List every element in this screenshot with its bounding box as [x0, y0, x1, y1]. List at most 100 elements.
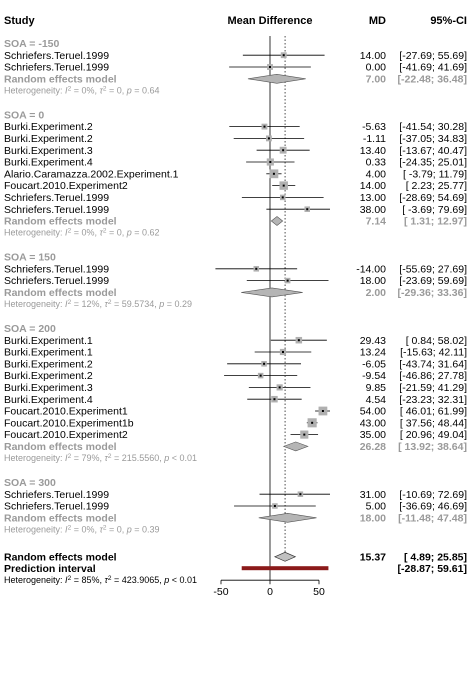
heterogeneity-p: p [126, 524, 132, 534]
study-name: Schriefers.Teruel.1999 [4, 204, 109, 216]
subgroup-random-effects-row: Random effects model 26.28 [ 13.92; 38.64] [4, 441, 467, 453]
study-md-value: -9.54 [362, 370, 386, 382]
study-name: Burki.Experiment.1 [4, 347, 93, 359]
heterogeneity-p: p [126, 85, 132, 95]
study-ci-value: [-24.35; 25.01] [399, 157, 467, 169]
heterogeneity-tau: τ [104, 575, 108, 585]
study-row: Burki.Experiment.2 -1.11 [-37.05; 34.83] [4, 133, 467, 145]
study-row: Schriefers.Teruel.1999 38.00 [ -3.69; 79.6… [4, 204, 467, 216]
study-ci-value: [-46.86; 27.78] [399, 370, 467, 382]
study-ci-value: [ 0.84; 58.02] [406, 335, 467, 347]
heterogeneity-rest3: < 0.01 [169, 575, 197, 585]
study-md-value: -1.11 [363, 133, 386, 145]
heterogeneity-i2: I [65, 524, 68, 534]
prediction-interval-row: Prediction interval [-28.87; 59.61] [4, 563, 467, 575]
heterogeneity-tau-sq: 2 [108, 575, 112, 582]
random-effects-label: Random effects model [4, 512, 117, 524]
study-point [278, 386, 281, 389]
x-axis-tick-label: 50 [313, 586, 325, 598]
study-ci-value: [-28.69; 54.69] [399, 192, 467, 204]
study-md-value: 54.00 [360, 406, 386, 418]
heterogeneity-rest2: = 0, [106, 524, 126, 534]
study-md-value: 29.43 [360, 335, 386, 347]
overall-random-effects-row: Random effects model 15.37 [ 4.89; 25.85] [4, 551, 467, 563]
study-point [282, 184, 285, 187]
study-ci-value: [ 37.56; 48.44] [400, 417, 467, 429]
study-md-value: -14.00 [356, 263, 386, 275]
heterogeneity-rest: = 0%, [71, 85, 99, 95]
prediction-interval-ci-value: [-28.87; 59.61] [398, 563, 467, 575]
study-point [297, 339, 300, 342]
study-point [269, 161, 272, 163]
study-name: Schriefers.Teruel.1999 [4, 275, 109, 287]
random-effects-ci-value: [-11.48; 47.48] [398, 512, 467, 524]
study-ci-value: [ 46.01; 61.99] [400, 406, 467, 418]
study-point [272, 172, 275, 175]
random-effects-md-value: 7.00 [366, 73, 387, 85]
subgroup-heterogeneity: Heterogeneity: I2 = 79%, τ2 = 215.5560, … [4, 453, 197, 464]
study-point [306, 208, 309, 211]
heterogeneity-prefix: Heterogeneity: [4, 575, 65, 585]
column-headers: Study Mean Difference MD 95%-CI [4, 15, 467, 27]
study-column-header: Study [4, 15, 35, 27]
heterogeneity-sq: 2 [68, 227, 72, 234]
study-ci-value: [-55.69; 27.69] [399, 263, 467, 275]
random-effects-ci-value: [-22.48; 36.48] [398, 73, 467, 85]
heterogeneity-rest: = 12%, [71, 299, 104, 309]
subgroup-label: SOA = 300 [4, 477, 56, 489]
study-md-value: 35.00 [360, 429, 386, 441]
study-md-value: 9.85 [366, 382, 387, 394]
study-md-value: 31.00 [360, 489, 386, 501]
study-point [321, 410, 324, 412]
study-name: Foucart.2010.Experiment2 [4, 180, 128, 192]
heterogeneity-tau-sq: 2 [108, 453, 112, 460]
study-ci-value: [-23.23; 32.31] [399, 394, 467, 406]
subgroup-diamond [241, 287, 303, 298]
heterogeneity-tau-sq: 2 [108, 299, 112, 306]
study-md-value: 5.00 [366, 501, 387, 513]
heterogeneity-p: p [158, 299, 164, 309]
prediction-interval-bar [241, 566, 329, 571]
study-name: Foucart.2010.Experiment1b [4, 417, 134, 429]
subgroup-diamond [258, 512, 317, 523]
heterogeneity-i2: I [65, 228, 68, 238]
study-name: Burki.Experiment.2 [4, 133, 93, 145]
study-row: Schriefers.Teruel.1999 18.00 [-23.69; 59.6… [4, 275, 467, 287]
study-row: Burki.Experiment.2 -5.63 [-41.54; 30.28] [4, 121, 467, 133]
study-point [273, 398, 276, 401]
study-point [282, 149, 285, 152]
study-name: Foucart.2010.Experiment1 [4, 406, 128, 418]
heterogeneity-tau: τ [104, 299, 108, 309]
heterogeneity-rest: = 85%, [71, 575, 104, 585]
study-point [286, 279, 289, 282]
heterogeneity-rest3: = 0.39 [132, 524, 160, 534]
study-md-value: 38.00 [360, 204, 386, 216]
study-row: Schriefers.Teruel.1999 5.00 [-36.69; 46.69… [4, 501, 467, 513]
heterogeneity-rest: = 0%, [71, 228, 99, 238]
study-row: Burki.Experiment.1 13.24 [-15.63; 42.11] [4, 347, 467, 359]
overall-ci-value: [ 4.89; 25.85] [404, 551, 467, 563]
study-name: Burki.Experiment.1 [4, 335, 93, 347]
study-row: Burki.Experiment.3 13.40 [-13.67; 40.47] [4, 145, 467, 157]
study-ci-value: [ 2.23; 25.77] [406, 180, 467, 192]
study-row: Burki.Experiment.4 0.33 [-24.35; 25.01] [4, 157, 467, 169]
subgroup-random-effects-row: Random effects model 7.00 [-22.48; 36.48] [4, 73, 467, 85]
subgroup-diamond [247, 73, 306, 84]
study-point [255, 267, 258, 270]
study-row: Schriefers.Teruel.1999 -14.00 [-55.69; 27.… [4, 263, 467, 275]
subgroup-diamond [270, 216, 284, 226]
random-effects-md-value: 26.28 [360, 441, 386, 453]
subgroup-random-effects-row: Random effects model 18.00 [-11.48; 47.48] [4, 512, 467, 524]
study-name: Schriefers.Teruel.1999 [4, 501, 109, 513]
study-md-value: 4.00 [366, 168, 387, 180]
study-md-value: 13.00 [360, 192, 386, 204]
random-effects-ci-value: [-29.36; 33.36] [398, 287, 467, 299]
heterogeneity-sq: 2 [68, 299, 72, 306]
random-effects-md-value: 2.00 [366, 287, 387, 299]
heterogeneity-tau: τ [99, 524, 103, 534]
study-row: Alario.Caramazza.2002.Experiment.1 4.00 [ … [4, 168, 467, 180]
study-point [263, 125, 266, 128]
